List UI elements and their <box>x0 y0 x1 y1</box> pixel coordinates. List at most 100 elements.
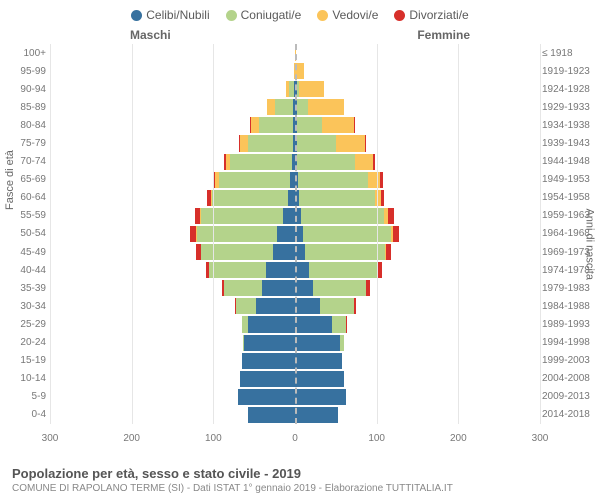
male-bar <box>50 280 295 296</box>
birth-year-label: 1924-1928 <box>542 84 598 95</box>
female-bar <box>295 280 540 296</box>
female-bar <box>295 335 540 351</box>
age-label: 55-59 <box>6 210 46 221</box>
age-label: 75-79 <box>6 138 46 149</box>
bar-segment <box>309 262 376 278</box>
bar-segment <box>240 135 247 151</box>
gridline <box>132 44 133 424</box>
age-label: 50-54 <box>6 228 46 239</box>
male-bar <box>50 316 295 332</box>
bar-segment <box>313 280 366 296</box>
age-label: 85-89 <box>6 102 46 113</box>
birth-year-label: 1964-1968 <box>542 228 598 239</box>
male-bar <box>50 353 295 369</box>
male-bar <box>50 99 295 115</box>
gridline <box>213 44 214 424</box>
x-tick-label: 0 <box>292 433 298 444</box>
male-bar <box>50 172 295 188</box>
bar-segment <box>283 208 295 224</box>
bar-segment <box>320 298 355 314</box>
bar-segment <box>295 316 332 332</box>
x-tick-label: 100 <box>368 433 385 444</box>
bar-segment <box>301 208 385 224</box>
x-tick-label: 300 <box>532 433 549 444</box>
gridline <box>458 44 459 424</box>
bar-segment <box>201 244 272 260</box>
bar-segment <box>295 335 340 351</box>
male-bar <box>50 190 295 206</box>
bar-segment <box>297 117 322 133</box>
age-label: 30-34 <box>6 301 46 312</box>
female-bar <box>295 154 540 170</box>
female-bar <box>295 172 540 188</box>
bar-segment <box>224 280 263 296</box>
age-label: 95-99 <box>6 66 46 77</box>
female-bar <box>295 45 540 61</box>
female-bar <box>295 81 540 97</box>
age-label: 45-49 <box>6 247 46 258</box>
bar-segment <box>386 244 391 260</box>
bar-segment <box>275 99 293 115</box>
female-bar <box>295 135 540 151</box>
bar-segment <box>298 172 367 188</box>
bar-segment <box>295 353 342 369</box>
legend-dot-icon <box>131 10 142 21</box>
legend-dot-icon <box>317 10 328 21</box>
birth-year-label: 1994-1998 <box>542 337 598 348</box>
bar-segment <box>244 335 295 351</box>
bar-segment <box>322 117 355 133</box>
legend-dot-icon <box>394 10 405 21</box>
birth-year-label: 1949-1953 <box>542 174 598 185</box>
female-bar <box>295 407 540 423</box>
center-axis-line <box>295 44 297 424</box>
birth-year-label: 1939-1943 <box>542 138 598 149</box>
age-label: 25-29 <box>6 319 46 330</box>
age-label: 100+ <box>6 48 46 59</box>
gridline <box>377 44 378 424</box>
bar-segment <box>238 389 295 405</box>
bar-segment <box>262 280 295 296</box>
bar-segment <box>236 298 256 314</box>
bar-segment <box>230 154 291 170</box>
male-bar <box>50 63 295 79</box>
x-tick-label: 200 <box>123 433 140 444</box>
chart-title: Popolazione per età, sesso e stato civil… <box>12 466 588 481</box>
male-bar <box>50 389 295 405</box>
male-section-label: Maschi <box>130 28 171 42</box>
male-bar <box>50 154 295 170</box>
bar-segment <box>366 280 369 296</box>
chart-source: COMUNE DI RAPOLANO TERME (SI) - Dati IST… <box>12 483 588 494</box>
birth-year-label: 1984-1988 <box>542 301 598 312</box>
female-section-label: Femmine <box>417 28 470 42</box>
bar-segment <box>373 154 375 170</box>
bar-segment <box>380 172 383 188</box>
birth-year-label: 1974-1978 <box>542 265 598 276</box>
chart-container: Celibi/NubiliConiugati/eVedovi/eDivorzia… <box>0 0 600 500</box>
bar-segment <box>288 190 295 206</box>
bar-segment <box>248 316 295 332</box>
male-bar <box>50 244 295 260</box>
birth-year-label: 1969-1973 <box>542 247 598 258</box>
age-label: 0-4 <box>6 409 46 420</box>
legend-label: Celibi/Nubili <box>146 8 209 22</box>
legend-item: Celibi/Nubili <box>131 8 209 22</box>
legend-label: Vedovi/e <box>332 8 378 22</box>
bar-segment <box>354 298 356 314</box>
legend-label: Divorziati/e <box>409 8 468 22</box>
legend-item: Vedovi/e <box>317 8 378 22</box>
age-label: 70-74 <box>6 156 46 167</box>
female-bar <box>295 190 540 206</box>
age-label: 65-69 <box>6 174 46 185</box>
female-bar <box>295 389 540 405</box>
birth-year-label: 1944-1948 <box>542 156 598 167</box>
bar-segment <box>305 244 385 260</box>
bar-segment <box>377 262 381 278</box>
male-bar <box>50 45 295 61</box>
bar-segment <box>295 280 313 296</box>
bar-segment <box>303 226 391 242</box>
bar-segment <box>297 99 307 115</box>
bar-segment <box>295 371 344 387</box>
birth-year-label: ≤ 1918 <box>542 48 598 59</box>
birth-year-label: 1954-1958 <box>542 192 598 203</box>
female-bar <box>295 226 540 242</box>
